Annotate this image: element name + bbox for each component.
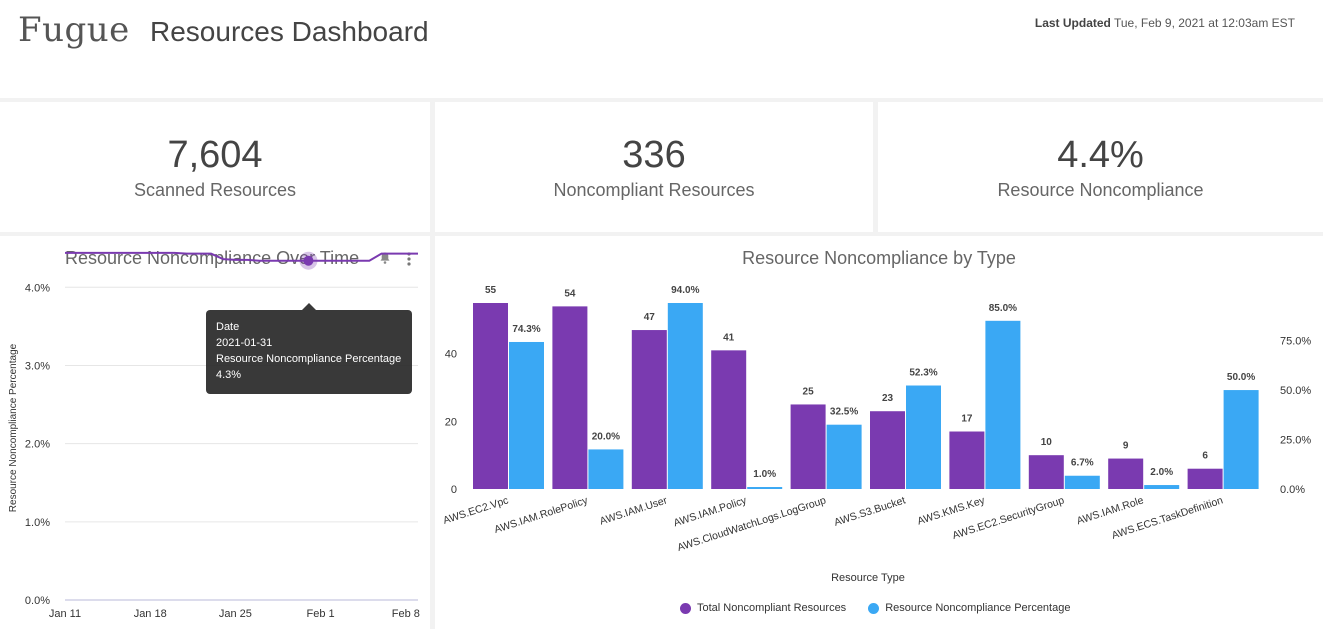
time-chart-panel [0,236,430,629]
kpi-label: Noncompliant Resources [553,180,755,200]
y-tick-label: 4.0% [25,282,50,294]
data-label: 6.7% [1071,458,1094,469]
bar-total-noncompliant [552,306,588,489]
series-line [65,251,418,262]
kpi-card-scanned: 7,604 Scanned Resources [0,102,430,232]
left-tick-label: 0 [451,484,457,496]
tooltip-date-label: Date [216,321,240,333]
x-tick-label: Jan 25 [219,608,252,620]
type-chart-title: Resource Noncompliance by Type [742,248,1016,268]
category-label: AWS.IAM.User [598,494,669,527]
last-updated-value: Tue, Feb 9, 2021 at 12:03am EST [1114,16,1295,30]
right-tick-label: 0.0% [1280,484,1305,496]
bar-noncompliance-pct [509,341,544,489]
data-label: 74.3% [512,324,540,335]
data-label: 6 [1202,451,1208,462]
tooltip-metric-label: Resource Noncompliance Percentage [216,353,402,365]
data-label: 54 [564,288,576,299]
bar-total-noncompliant [870,411,905,489]
left-tick-label: 20 [445,416,457,428]
x-tick-label: Feb 1 [307,608,335,620]
x-tick-label: Jan 11 [49,608,81,620]
bar-noncompliance-pct [906,385,941,489]
x-tick-label: Jan 18 [134,608,167,620]
data-label: 94.0% [671,285,699,296]
legend-label: Total Noncompliant Resources [697,602,847,614]
last-updated-label: Last Updated [1034,16,1111,30]
page-title: Resources Dashboard [150,16,429,47]
bar-total-noncompliant [711,350,747,489]
time-chart-svg: 0.0% 1.0% 2.0% 3.0% 4.0% Resource Noncomplian… [8,251,420,620]
last-updated: Last Updated Tue, Feb 9, 2021 at 12:03am… [1035,16,1295,30]
data-label: 50.0% [1227,372,1255,383]
data-label: 85.0% [989,303,1017,314]
highlight-point [303,255,314,266]
data-label: 32.5% [830,407,858,418]
header-bar: Fugue Resources Dashboard Last Updated T… [0,0,1323,98]
data-label: 41 [723,332,735,343]
y-tick-label: 0.0% [25,595,50,607]
bar-noncompliance-pct [667,303,703,489]
legend-item-percentage[interactable]: Resource Noncompliance Percentage [868,602,1070,614]
kpi-label: Resource Noncompliance [997,180,1204,200]
right-tick-label: 25.0% [1280,435,1311,447]
bar-noncompliance-pct [985,320,1021,489]
right-tick-label: 50.0% [1280,385,1311,397]
data-label: 2.0% [1150,467,1173,478]
tooltip-metric-value: 4.3% [216,369,242,381]
kpi-card-noncompliant: 336 Noncompliant Resources [435,102,873,232]
chart-legend: Total Noncompliant Resources Resource No… [680,602,1070,614]
chart-tooltip: Date 2021-01-31 Resource Noncompliance P… [206,303,412,394]
bar-noncompliance-pct [747,487,783,489]
bar-total-noncompliant [1108,458,1144,489]
legend-label: Resource Noncompliance Percentage [885,602,1071,614]
category-label: AWS.CloudWatchLogs.LogGroup [676,494,828,554]
bar-noncompliance-pct [826,424,862,489]
kpi-card-percentage: 4.4% Resource Noncompliance [878,102,1323,232]
x-axis-label: Resource Type [831,572,905,584]
x-tick-label: Feb 8 [392,608,420,620]
kpi-value: 7,604 [167,134,263,176]
data-label: 52.3% [909,368,937,379]
bar-total-noncompliant [1187,468,1223,489]
data-label: 20.0% [592,431,620,442]
y-tick-label: 2.0% [25,439,50,451]
bar-noncompliance-pct [1064,475,1100,489]
data-label: 10 [1041,437,1053,448]
bar-total-noncompliant [949,431,985,489]
bar-total-noncompliant [790,404,826,489]
legend-swatch-purple [680,602,691,614]
tooltip-date-value: 2021-01-31 [216,337,273,349]
data-label: 17 [961,414,973,425]
y-tick-label: 3.0% [25,360,50,372]
data-label: 1.0% [753,469,776,480]
fugue-logo[interactable]: Fugue [18,10,130,50]
kpi-value: 336 [622,134,686,176]
left-tick-label: 40 [445,349,457,361]
y-axis-label: Resource Noncompliance Percentage [8,343,19,512]
bar-total-noncompliant [473,303,508,489]
y-tick-label: 1.0% [25,517,50,529]
data-label: 25 [803,386,815,397]
bar-noncompliance-pct [1144,485,1180,489]
bar-total-noncompliant [1028,455,1064,489]
kpi-label: Scanned Resources [133,180,297,200]
legend-swatch-blue [868,602,880,614]
kpi-value: 4.4% [1057,134,1144,176]
bar-total-noncompliant [631,330,667,489]
legend-item-total[interactable]: Total Noncompliant Resources [680,602,846,614]
bar-noncompliance-pct [1223,390,1259,489]
category-label: AWS.S3.Bucket [833,494,907,528]
data-label: 9 [1123,441,1129,452]
bar-noncompliance-pct [588,449,624,489]
right-tick-label: 75.0% [1280,336,1311,348]
data-label: 55 [485,285,497,296]
data-label: 23 [882,393,894,404]
data-label: 47 [644,312,656,323]
type-chart-svg: 020400.0%25.0%50.0%75.0%5574.3%AWS.EC2.V… [442,285,1312,584]
